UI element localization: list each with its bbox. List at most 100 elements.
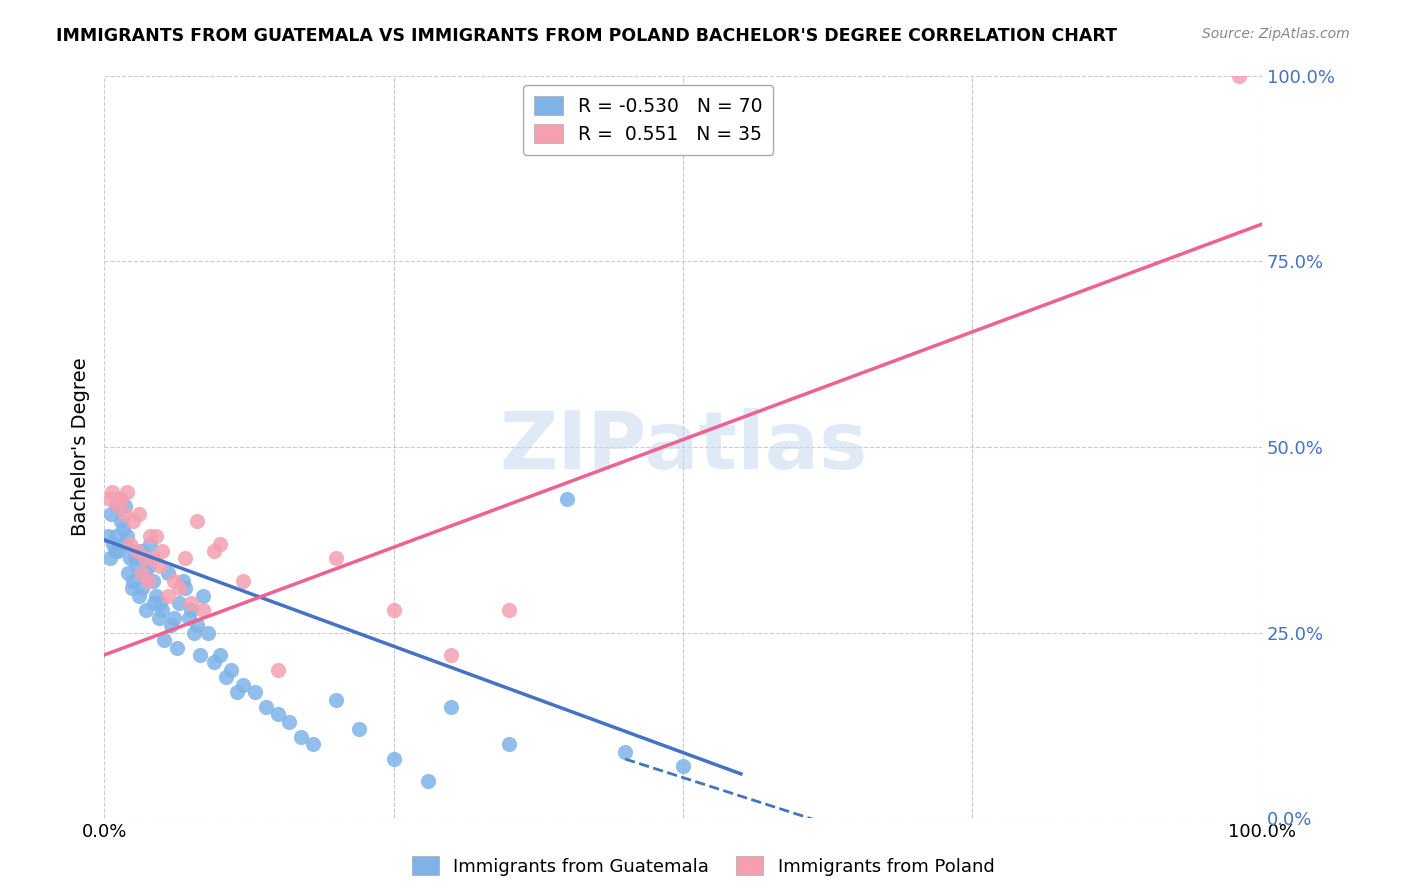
Point bbox=[278, 714, 301, 729]
Point bbox=[215, 670, 238, 684]
Point bbox=[226, 685, 249, 699]
Point bbox=[142, 551, 165, 566]
Point bbox=[128, 507, 150, 521]
Point bbox=[188, 648, 211, 662]
Point bbox=[108, 491, 131, 506]
Text: IMMIGRANTS FROM GUATEMALA VS IMMIGRANTS FROM POLAND BACHELOR'S DEGREE CORRELATIO: IMMIGRANTS FROM GUATEMALA VS IMMIGRANTS … bbox=[56, 27, 1118, 45]
Point bbox=[1227, 69, 1250, 83]
Point bbox=[221, 663, 243, 677]
Point bbox=[382, 603, 405, 617]
Point bbox=[267, 707, 290, 722]
Point bbox=[145, 529, 167, 543]
Point bbox=[191, 589, 214, 603]
Point bbox=[122, 574, 145, 588]
Point bbox=[118, 551, 141, 566]
Point bbox=[107, 544, 129, 558]
Point bbox=[117, 484, 139, 499]
Point bbox=[105, 500, 128, 514]
Point bbox=[97, 529, 120, 543]
Point bbox=[382, 752, 405, 766]
Point bbox=[197, 625, 219, 640]
Point bbox=[156, 566, 179, 581]
Point bbox=[114, 500, 136, 514]
Point bbox=[232, 574, 254, 588]
Point bbox=[149, 558, 172, 573]
Point bbox=[150, 544, 173, 558]
Point bbox=[98, 551, 121, 566]
Point bbox=[325, 551, 347, 566]
Point bbox=[186, 514, 208, 528]
Point bbox=[128, 589, 150, 603]
Point bbox=[347, 723, 370, 737]
Point bbox=[498, 603, 520, 617]
Point bbox=[117, 566, 139, 581]
Point bbox=[145, 589, 167, 603]
Point bbox=[208, 648, 231, 662]
Point bbox=[232, 678, 254, 692]
Point bbox=[103, 544, 125, 558]
Point bbox=[180, 603, 202, 617]
Point bbox=[301, 737, 323, 751]
Point bbox=[243, 685, 266, 699]
Point bbox=[208, 536, 231, 550]
Point bbox=[174, 551, 197, 566]
Point bbox=[136, 551, 159, 566]
Point bbox=[131, 581, 153, 595]
Point bbox=[100, 507, 122, 521]
Point bbox=[134, 551, 156, 566]
Point bbox=[148, 611, 170, 625]
Point bbox=[139, 536, 162, 550]
Point bbox=[101, 484, 124, 499]
Point bbox=[110, 491, 132, 506]
Point bbox=[156, 589, 179, 603]
Point bbox=[254, 700, 277, 714]
Point bbox=[138, 558, 160, 573]
Point bbox=[149, 596, 172, 610]
Y-axis label: Bachelor's Degree: Bachelor's Degree bbox=[72, 358, 90, 536]
Point bbox=[162, 611, 184, 625]
Point bbox=[267, 663, 290, 677]
Point bbox=[135, 603, 157, 617]
Point bbox=[183, 625, 205, 640]
Point bbox=[111, 522, 134, 536]
Point bbox=[153, 633, 176, 648]
Point bbox=[440, 648, 463, 662]
Point bbox=[498, 737, 520, 751]
Point bbox=[614, 745, 637, 759]
Point bbox=[440, 700, 463, 714]
Point bbox=[169, 581, 191, 595]
Point bbox=[118, 536, 141, 550]
Point bbox=[134, 566, 156, 581]
Point bbox=[125, 558, 148, 573]
Legend: R = -0.530   N = 70, R =  0.551   N = 35: R = -0.530 N = 70, R = 0.551 N = 35 bbox=[523, 85, 773, 155]
Point bbox=[202, 656, 225, 670]
Point bbox=[290, 730, 312, 744]
Point bbox=[139, 529, 162, 543]
Point bbox=[129, 544, 152, 558]
Point bbox=[98, 491, 121, 506]
Point bbox=[418, 774, 440, 789]
Point bbox=[166, 640, 188, 655]
Text: Source: ZipAtlas.com: Source: ZipAtlas.com bbox=[1202, 27, 1350, 41]
Point bbox=[125, 544, 148, 558]
Point bbox=[131, 566, 153, 581]
Point bbox=[124, 551, 146, 566]
Point bbox=[174, 581, 197, 595]
Point bbox=[162, 574, 184, 588]
Point bbox=[177, 611, 200, 625]
Point bbox=[150, 603, 173, 617]
Point bbox=[186, 618, 208, 632]
Point bbox=[172, 574, 194, 588]
Point bbox=[191, 603, 214, 617]
Point bbox=[325, 692, 347, 706]
Legend: Immigrants from Guatemala, Immigrants from Poland: Immigrants from Guatemala, Immigrants fr… bbox=[405, 849, 1001, 883]
Point bbox=[142, 574, 165, 588]
Point bbox=[202, 544, 225, 558]
Point bbox=[142, 596, 165, 610]
Point bbox=[555, 491, 578, 506]
Point bbox=[136, 574, 159, 588]
Point bbox=[115, 536, 138, 550]
Point bbox=[180, 596, 202, 610]
Point bbox=[169, 596, 191, 610]
Point bbox=[122, 514, 145, 528]
